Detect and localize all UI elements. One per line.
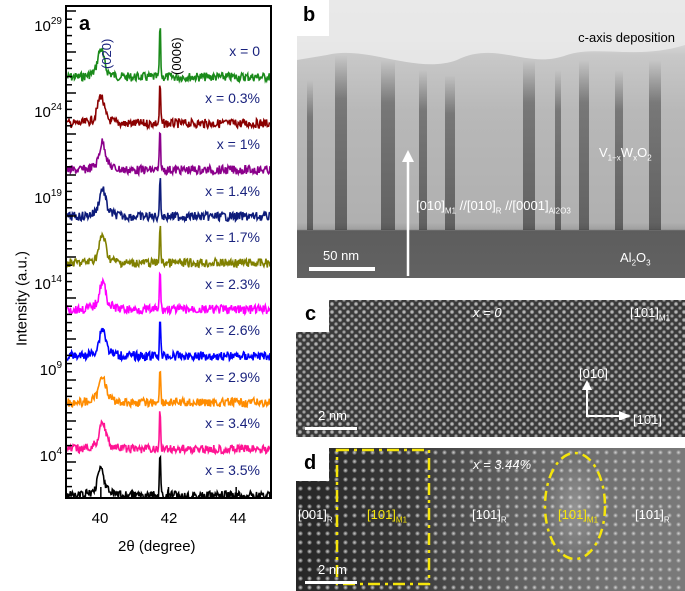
xrd-curve <box>67 321 270 363</box>
region-label-1: [101]M1 <box>367 507 407 525</box>
xrd-curve <box>67 178 270 224</box>
sub-s2: 3 <box>646 258 651 268</box>
m1-domain-ellipse-outline <box>543 451 607 561</box>
orient-as: M1 <box>444 206 457 216</box>
y-tick-label: 109 <box>39 360 62 379</box>
region-3-text: [101] <box>558 507 587 522</box>
scale-bar-b <box>309 267 375 271</box>
peak-label-020: (020) <box>99 38 114 69</box>
film-w: W <box>620 145 634 160</box>
xrd-curve <box>67 411 270 456</box>
deposition-text: c-axis deposition <box>578 30 675 45</box>
scale-bar-label-c: 2 nm <box>318 408 347 423</box>
film-sub1: 1−x <box>607 153 621 163</box>
axis-up-label: [010] <box>579 366 608 381</box>
sub-al: Al <box>620 250 632 265</box>
sub-o: O <box>636 250 647 265</box>
zone-c-sub: M1 <box>658 313 671 323</box>
composition-label-c: x = 0 <box>473 305 502 320</box>
scale-bar-c <box>305 427 357 430</box>
growth-arrow-icon <box>402 150 414 276</box>
panel-c-hrtem-image: c x = 0 [101]M1 [010] [10̄1] 2 nm <box>296 300 685 437</box>
panel-c-letter-tab <box>296 300 329 332</box>
region-4-text: [101] <box>635 507 664 522</box>
zone-axis-label-c: [101]M1 <box>630 305 670 323</box>
xrd-curve <box>67 28 270 84</box>
film-composition-label: V1−xWxO2 <box>599 145 652 163</box>
xrd-curve <box>67 271 270 317</box>
xrd-curve <box>67 85 270 131</box>
scale-bar-d <box>305 581 357 584</box>
series-label: x = 3.4% <box>205 415 260 431</box>
zone-c-text: [101] <box>630 305 659 320</box>
panel-b-tem-image: b c-axis deposition V1−xWxO2 [010]M1 //[… <box>297 0 685 278</box>
panel-d-hrtem-image: d x = 3.44% [001]R [101]M1 [101]R [101]M… <box>296 448 685 591</box>
scale-bar-label-d: 2 nm <box>318 562 347 577</box>
panel-letter-b: b <box>303 4 316 26</box>
sub-s1: 2 <box>631 258 637 268</box>
region-label-0: [001]R <box>298 507 333 525</box>
x-axis-label: 2θ (degree) <box>118 538 196 555</box>
region-3-sub: M1 <box>586 515 599 525</box>
xrd-curve <box>67 370 270 409</box>
panel-b-letter-tab <box>297 0 329 36</box>
peak-label-0006: (0006) <box>169 37 184 75</box>
film-sub3: 2 <box>647 153 652 163</box>
orient-cs: Al2O3 <box>548 206 571 216</box>
x-tick-40: 40 <box>91 510 109 527</box>
region-label-3: [101]M1 <box>558 507 598 525</box>
columnar-grain-texture <box>297 0 685 230</box>
crystal-axes-icon <box>582 380 631 420</box>
y-axis-label: Intensity (a.u.) <box>13 250 31 347</box>
region-2-text: [101] <box>472 507 501 522</box>
region-2-sub: R <box>500 515 507 525</box>
xrd-curve <box>67 225 270 269</box>
composition-label-d: x = 3.44% <box>473 457 532 472</box>
m1-domain-rect-outline <box>335 448 431 586</box>
series-label: x = 2.6% <box>205 322 260 338</box>
y-tick-label: 104 <box>39 446 62 465</box>
axis-right-label: [10̄1] <box>633 412 662 427</box>
orient-c: //[0001] <box>501 198 549 213</box>
series-label: x = 2.3% <box>205 275 260 292</box>
film-v: V <box>599 145 608 160</box>
series-label: x = 3.5% <box>205 461 260 478</box>
series-label: x = 0.3% <box>205 89 260 106</box>
y-tick-label: 1019 <box>34 188 62 207</box>
film-sub2: x <box>633 153 638 163</box>
y-tick-label: 1014 <box>34 274 62 293</box>
region-1-text: [101] <box>367 507 396 522</box>
xrd-plot-area: a (020) (0006) x = 0 x = 0.3% x = 1% x = 1.… <box>65 5 272 499</box>
panel-letter-c: c <box>305 303 317 325</box>
scale-bar-label-b: 50 nm <box>323 248 360 263</box>
region-0-text: [001] <box>298 507 327 522</box>
orient-b: //[010] <box>456 198 496 213</box>
panel-d-letter-tab <box>296 448 329 481</box>
y-tick-label: 1024 <box>34 102 62 121</box>
film-o: O <box>637 145 648 160</box>
xrd-curves <box>67 10 270 497</box>
region-4-sub: R <box>663 515 670 525</box>
orientation-relation-label: [010]M1 //[010]R //[0001]Al2O3 <box>416 198 571 216</box>
series-label: x = 1.4% <box>205 182 260 199</box>
series-label: x = 2.9% <box>205 368 260 385</box>
region-label-2: [101]R <box>472 507 507 525</box>
xrd-curve <box>67 131 270 178</box>
region-0-sub: R <box>326 515 333 525</box>
region-1-sub: M1 <box>395 515 408 525</box>
region-label-4: [101]R <box>635 507 670 525</box>
deposition-label: c-axis deposition <box>578 30 675 45</box>
substrate-label: Al2O3 <box>620 250 651 268</box>
panel-letter-a: a <box>79 13 91 35</box>
panel-letter-d: d <box>304 452 317 474</box>
y-tick-label: 1029 <box>34 16 62 35</box>
orient-a: [010] <box>416 198 445 213</box>
x-tick-44: 44 <box>229 510 247 527</box>
series-label: x = 0 <box>229 43 260 59</box>
orient-bs: R <box>495 206 502 216</box>
series-label: x = 1.7% <box>205 229 260 245</box>
series-label: x = 1% <box>216 136 260 152</box>
x-tick-42: 42 <box>160 510 178 527</box>
